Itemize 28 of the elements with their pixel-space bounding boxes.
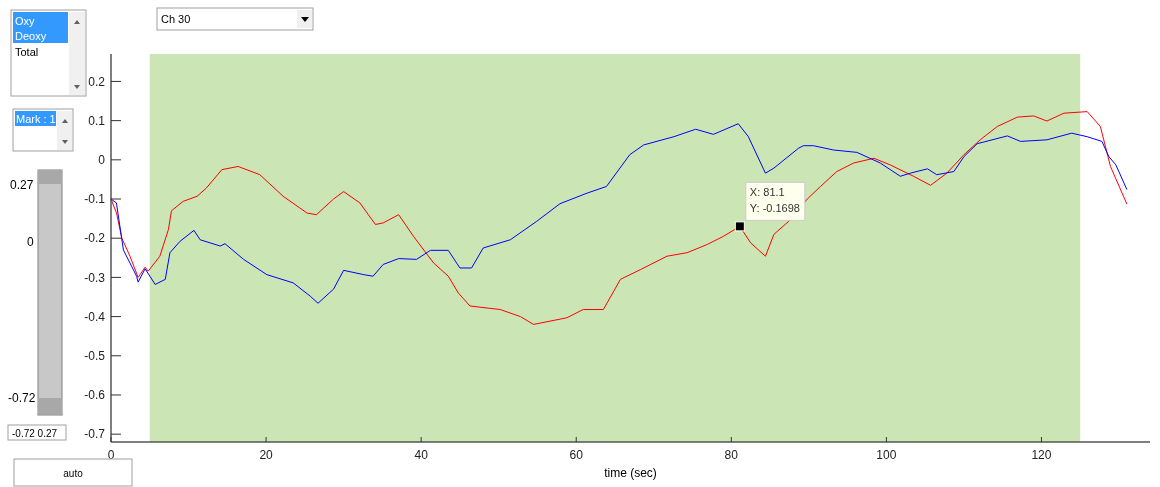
annotation: X: 81.1 Y: -0.1698: [749, 186, 800, 215]
text: 0: [27, 235, 34, 249]
y-tick-label: -0.6: [84, 388, 106, 403]
x-tick-label: 100: [876, 448, 897, 462]
y-tick-label: -0.3: [84, 270, 106, 285]
text: -0.72: [8, 391, 36, 405]
line-series: [110, 123, 1128, 304]
y-tick-label: 0: [98, 153, 106, 168]
x-tick-label: 120: [1031, 448, 1052, 462]
list-box: Mark : 1: [12, 108, 74, 152]
line-series: [110, 111, 1128, 325]
y-tick-label: -0.7: [84, 427, 106, 442]
y-tick-label: 0.2: [88, 74, 106, 89]
list-box: Oxy Deoxy Total: [10, 9, 87, 97]
y-tick-label: -0.5: [84, 348, 106, 363]
button: auto: [13, 458, 133, 487]
y-tick-label: 0.1: [88, 113, 106, 128]
dropdown: Ch 30: [156, 7, 314, 31]
y-tick-label: -0.2: [84, 231, 106, 246]
x-tick-label: 80: [724, 448, 739, 462]
y-tick-label: -0.1: [84, 192, 106, 207]
x-tick-label: 60: [569, 448, 584, 462]
x-axis-title: time (sec): [604, 466, 657, 480]
text-field: -0.72 0.27: [7, 424, 67, 441]
x-tick-label: 40: [414, 448, 429, 462]
text: 0.27: [10, 178, 34, 192]
x-tick-label: 20: [259, 448, 274, 462]
y-tick-label: -0.4: [84, 309, 106, 324]
